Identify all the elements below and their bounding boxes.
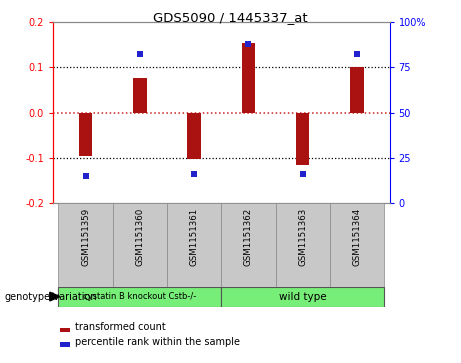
Polygon shape bbox=[50, 292, 60, 301]
Bar bbox=[242, 43, 255, 113]
Text: cystatin B knockout Cstb-/-: cystatin B knockout Cstb-/- bbox=[83, 292, 196, 301]
Point bbox=[245, 41, 252, 46]
Bar bbox=[167, 203, 221, 287]
Bar bbox=[59, 287, 221, 307]
Text: GSM1151361: GSM1151361 bbox=[189, 207, 199, 266]
Text: percentile rank within the sample: percentile rank within the sample bbox=[75, 337, 240, 347]
Text: genotype/variation: genotype/variation bbox=[5, 291, 97, 302]
Point bbox=[299, 171, 307, 177]
Text: GSM1151363: GSM1151363 bbox=[298, 207, 307, 266]
Text: GDS5090 / 1445337_at: GDS5090 / 1445337_at bbox=[153, 11, 308, 24]
Bar bbox=[79, 113, 92, 156]
Bar bbox=[276, 203, 330, 287]
Bar bbox=[60, 342, 70, 347]
Text: transformed count: transformed count bbox=[75, 322, 165, 332]
Bar bbox=[60, 328, 70, 332]
Text: GSM1151359: GSM1151359 bbox=[81, 207, 90, 266]
Bar bbox=[330, 203, 384, 287]
Point bbox=[190, 171, 198, 177]
Text: GSM1151364: GSM1151364 bbox=[353, 207, 361, 266]
Bar bbox=[187, 113, 201, 159]
Point bbox=[353, 52, 361, 57]
Text: GSM1151362: GSM1151362 bbox=[244, 207, 253, 266]
Bar bbox=[113, 203, 167, 287]
Bar bbox=[350, 67, 364, 113]
Bar bbox=[296, 113, 309, 165]
Bar bbox=[59, 203, 113, 287]
Bar bbox=[221, 203, 276, 287]
Point bbox=[136, 52, 143, 57]
Point bbox=[82, 173, 89, 179]
Bar bbox=[133, 78, 147, 113]
Text: wild type: wild type bbox=[279, 292, 326, 302]
Bar bbox=[221, 287, 384, 307]
Text: GSM1151360: GSM1151360 bbox=[136, 207, 144, 266]
